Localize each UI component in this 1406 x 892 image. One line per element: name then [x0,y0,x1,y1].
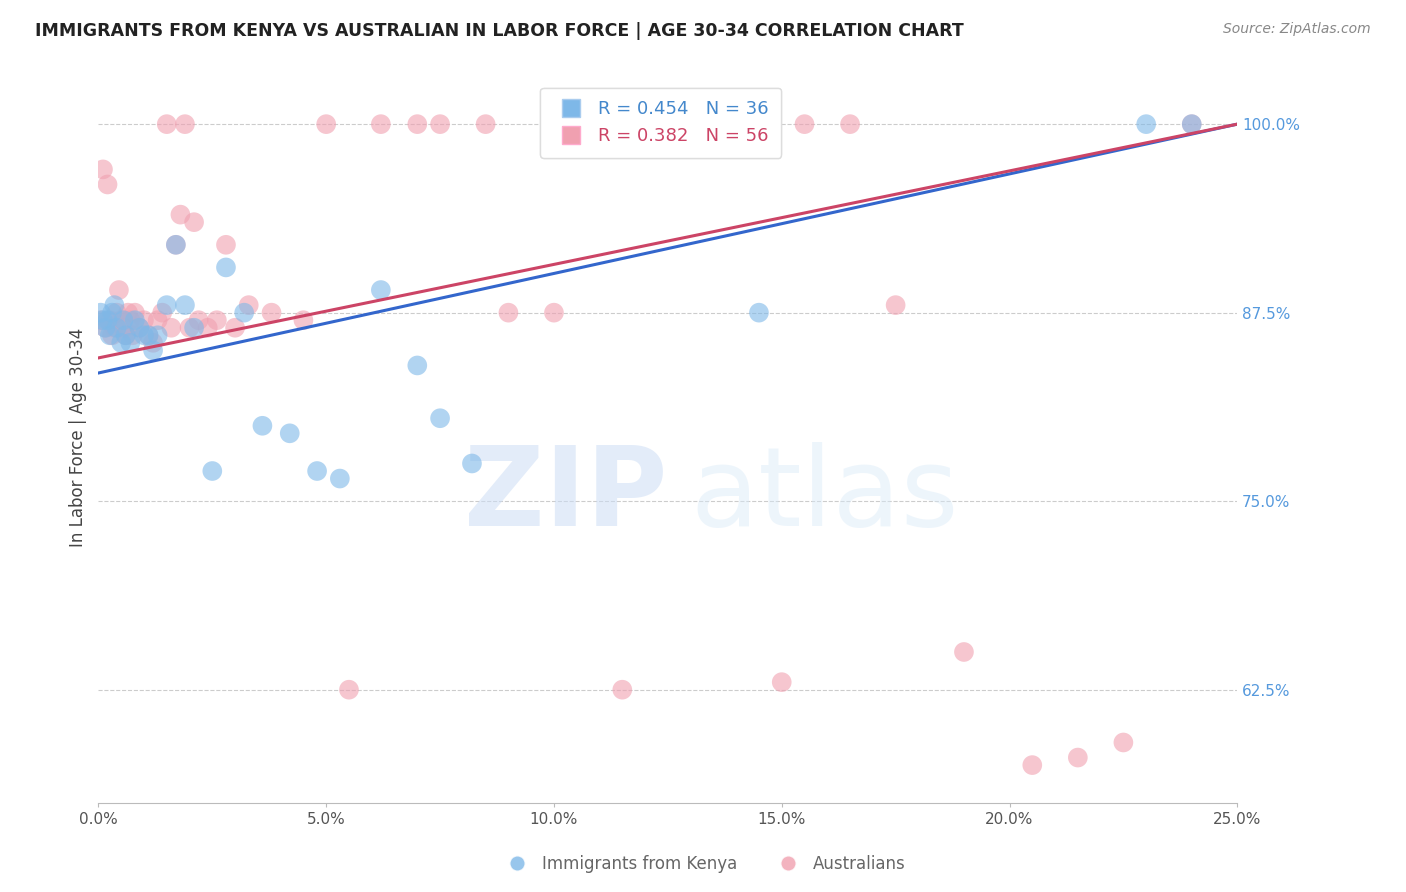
Point [748,306,770,320]
Point [1067,750,1090,764]
Point [96,313,118,327]
Point [91,313,114,327]
Point [238,298,260,312]
Legend: Immigrants from Kenya, Australians: Immigrants from Kenya, Australians [494,848,912,880]
Point [215,260,238,275]
Point [142,335,165,350]
Point [165,237,187,252]
Point [138,328,160,343]
Point [307,464,329,478]
Point [183,320,205,334]
Point [103,298,125,312]
Point [612,682,634,697]
Text: atlas: atlas [690,442,959,549]
Point [884,298,907,312]
Point [156,117,179,131]
Point [108,283,131,297]
Point [233,306,256,320]
Point [174,298,197,312]
Point [142,343,165,358]
Point [132,328,155,343]
Point [793,117,815,131]
Point [94,320,117,334]
Point [105,306,128,320]
Point [953,645,976,659]
Point [110,313,132,327]
Point [94,320,117,334]
Point [252,418,274,433]
Point [120,335,142,350]
Point [120,313,142,327]
Point [103,320,125,334]
Point [543,306,565,320]
Point [498,306,520,320]
Point [278,426,301,441]
Point [110,335,132,350]
Point [429,117,451,131]
Point [114,328,136,343]
Point [197,320,219,334]
Point [315,117,337,131]
Y-axis label: In Labor Force | Age 30-34: In Labor Force | Age 30-34 [69,327,87,547]
Point [146,328,169,343]
Point [406,117,429,131]
Point [128,320,150,334]
Point [337,682,360,697]
Point [370,117,392,131]
Point [114,328,136,343]
Point [121,328,143,343]
Point [174,117,197,131]
Text: IMMIGRANTS FROM KENYA VS AUSTRALIAN IN LABOR FORCE | AGE 30-34 CORRELATION CHART: IMMIGRANTS FROM KENYA VS AUSTRALIAN IN L… [35,22,965,40]
Point [169,208,191,222]
Point [112,313,135,327]
Point [160,320,183,334]
Point [205,313,228,327]
Point [839,117,862,131]
Point [1112,735,1135,749]
Point [101,328,124,343]
Point [165,237,187,252]
Point [429,411,451,425]
Point [150,306,173,320]
Point [406,359,429,373]
Point [128,320,150,334]
Point [1181,117,1204,131]
Point [183,215,205,229]
Point [124,313,146,327]
Point [370,283,392,297]
Point [98,328,121,343]
Point [138,328,160,343]
Point [132,313,155,327]
Point [96,178,118,192]
Point [725,117,748,131]
Point [260,306,283,320]
Text: Source: ZipAtlas.com: Source: ZipAtlas.com [1223,22,1371,37]
Point [101,306,124,320]
Point [292,313,315,327]
Point [224,320,246,334]
Point [215,237,238,252]
Point [1135,117,1157,131]
Point [770,675,793,690]
Point [179,320,201,334]
Point [1021,758,1043,772]
Text: ZIP: ZIP [464,442,668,549]
Point [91,162,114,177]
Point [1181,117,1204,131]
Point [329,471,352,485]
Point [90,306,112,320]
Legend: R = 0.454   N = 36, R = 0.382   N = 56: R = 0.454 N = 36, R = 0.382 N = 56 [540,87,782,158]
Point [124,306,146,320]
Point [112,320,135,334]
Point [187,313,209,327]
Point [105,320,128,334]
Point [474,117,496,131]
Point [98,313,121,327]
Point [461,457,484,471]
Point [156,298,179,312]
Point [90,313,112,327]
Point [117,306,139,320]
Point [201,464,224,478]
Point [146,313,169,327]
